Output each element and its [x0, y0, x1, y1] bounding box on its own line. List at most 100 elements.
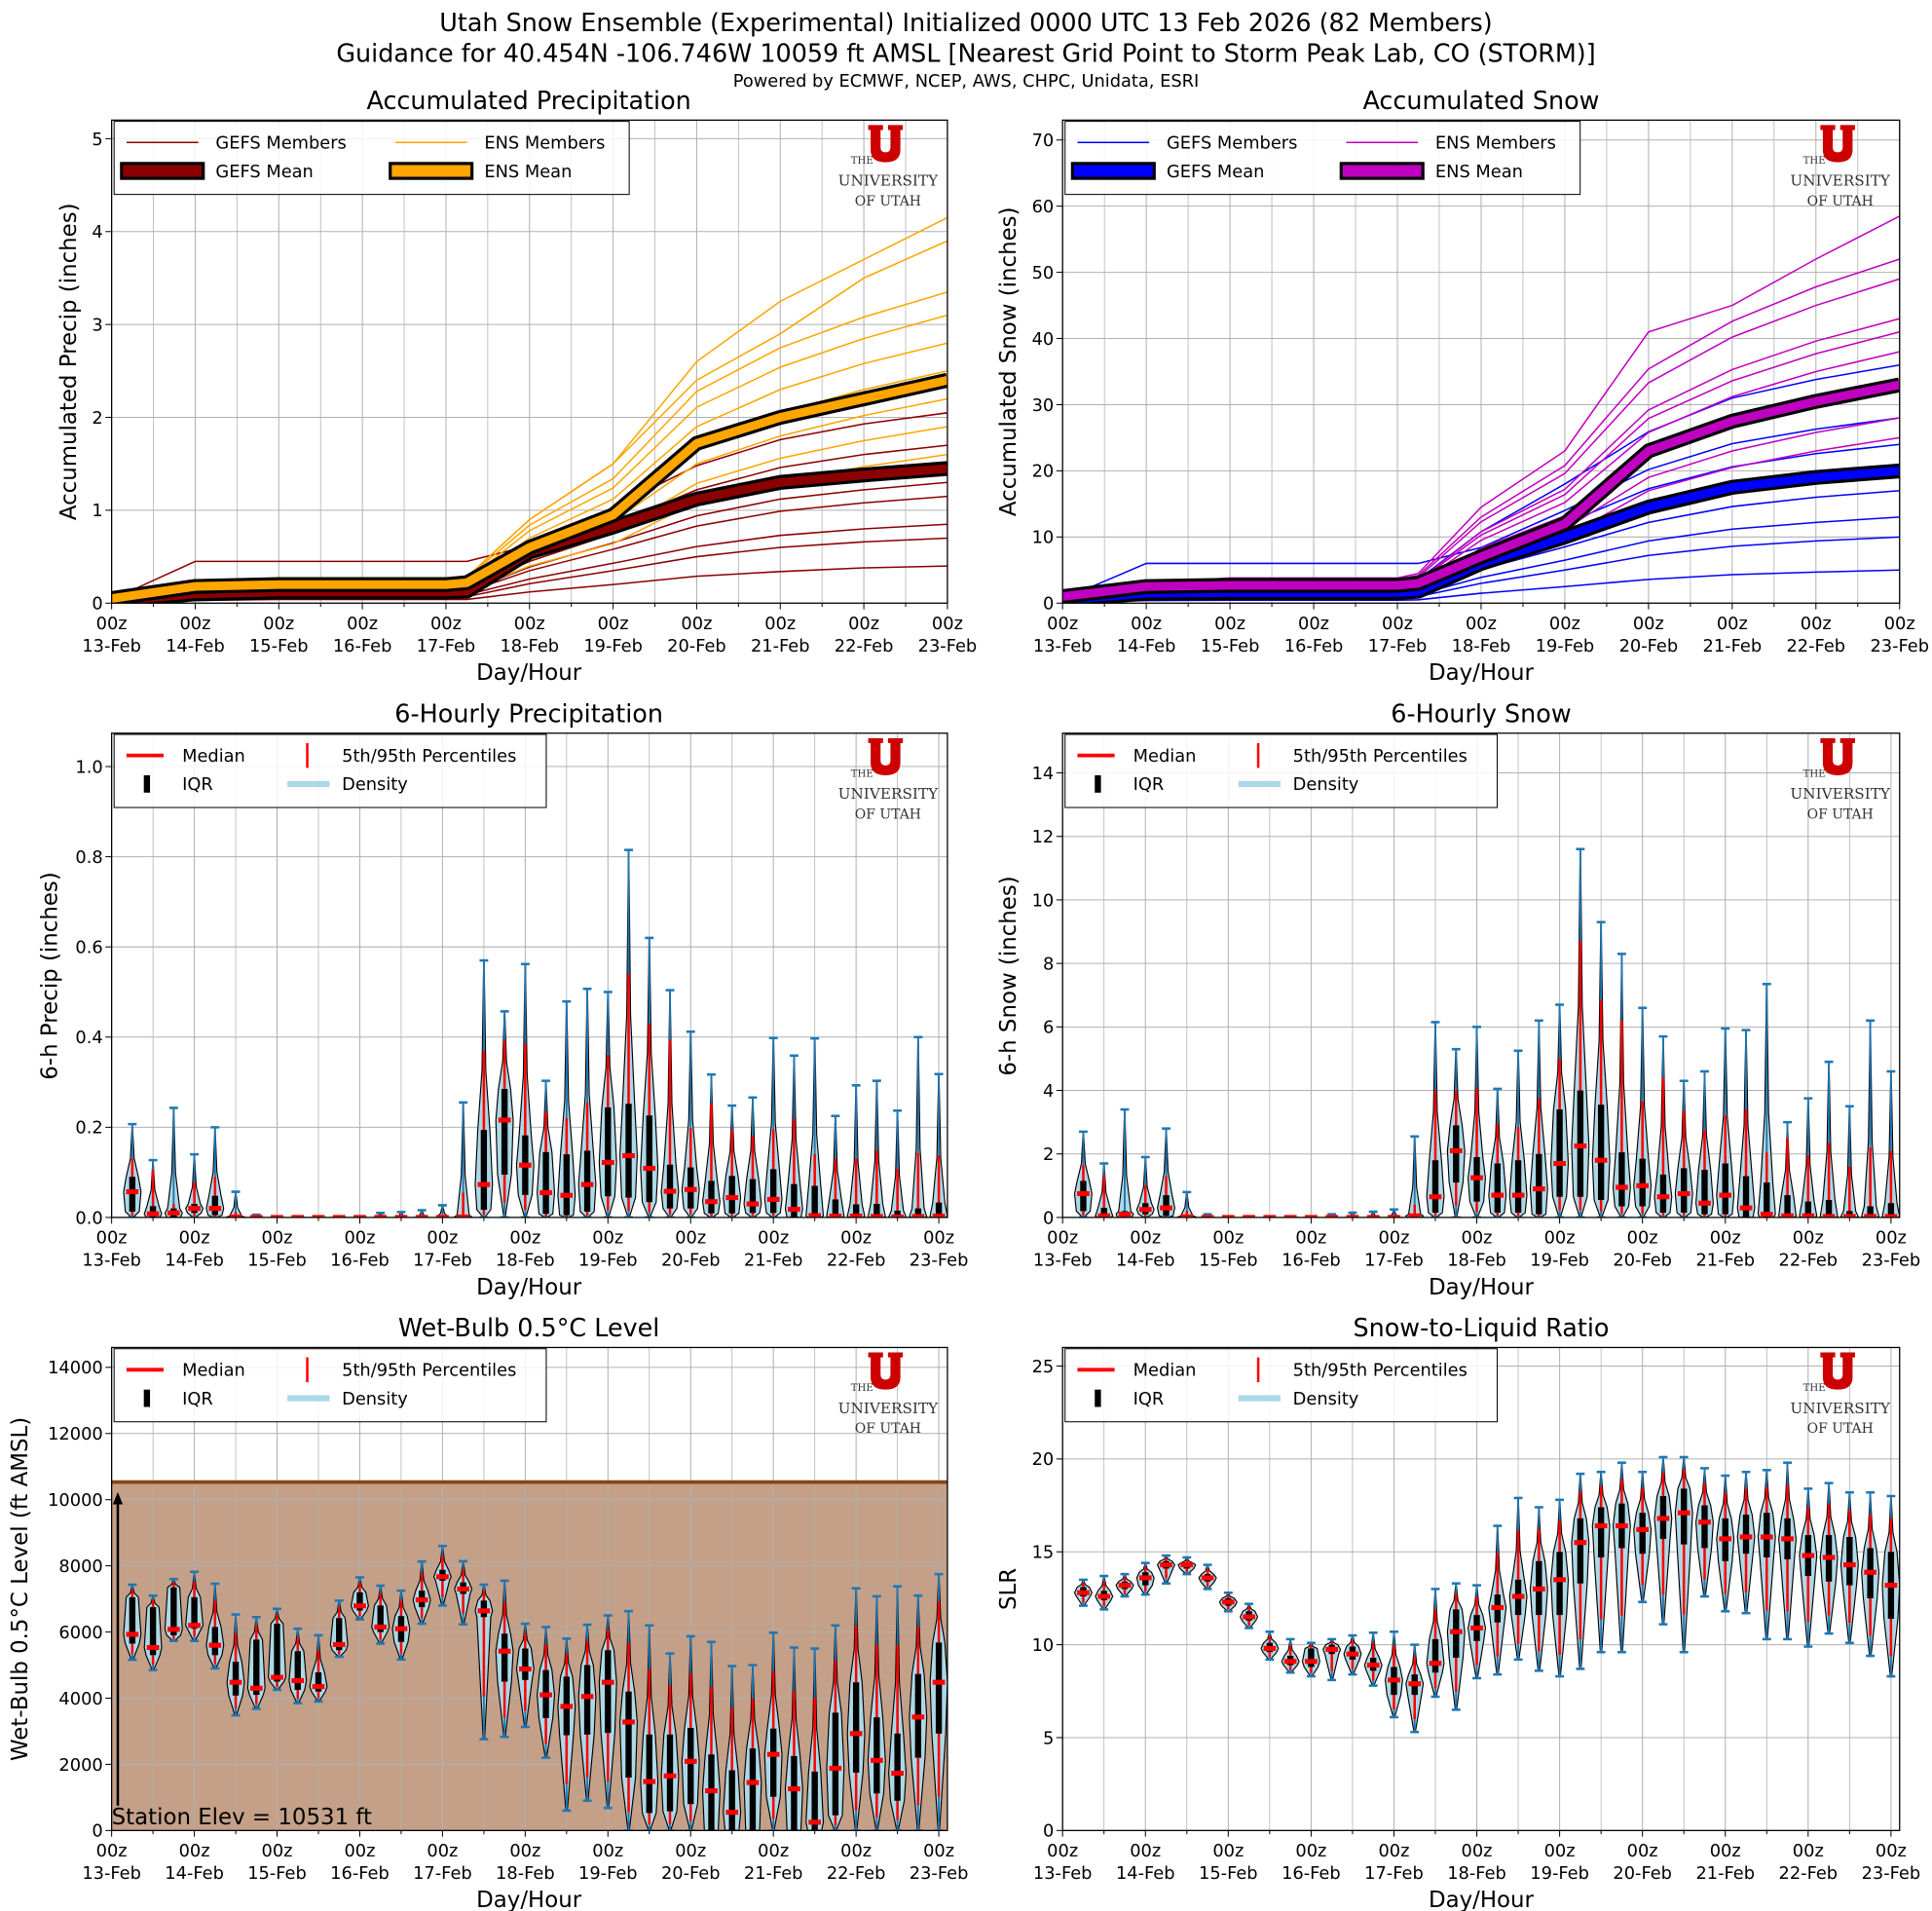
violin-iqr-bar [770, 1169, 777, 1214]
violin-median-mark [849, 1731, 863, 1737]
y-tick-label: 0.4 [75, 1028, 102, 1048]
legend-box [1064, 733, 1499, 808]
violin-median-mark [705, 1199, 718, 1205]
x-tick-label-hour: 00z [1130, 1228, 1161, 1249]
x-tick-label-hour: 00z [263, 614, 294, 634]
violin-median-mark [601, 1159, 614, 1165]
x-tick-label-hour: 00z [1378, 1228, 1409, 1249]
legend-label: GEFS Mean [1167, 162, 1264, 182]
violin-median-mark [829, 1214, 842, 1218]
x-tick-label-date: 20-Feb [667, 636, 726, 656]
x-tick-label-hour: 00z [1214, 614, 1245, 634]
panel-3: 0246810121400z13-Feb00z14-Feb00z15-Feb00… [1032, 732, 1920, 1271]
violin-median-mark [1553, 1160, 1566, 1167]
x-tick-label-date: 14-Feb [165, 1863, 224, 1884]
violin-median-mark [1594, 1523, 1608, 1529]
violin [1073, 1578, 1093, 1607]
legend-label: GEFS Members [1167, 133, 1297, 154]
violin-median-mark [249, 1215, 263, 1218]
legends: GEFS Members ENS Members GEFS Mean ENS Mean… [113, 121, 1891, 1437]
logo-text-university: UNIVERSITY [1790, 1400, 1890, 1417]
x-tick-label-date: 19-Feb [578, 1863, 638, 1884]
violin [1778, 1461, 1798, 1641]
violin-median-mark [498, 1648, 511, 1654]
violin-iqr-bar [852, 1204, 860, 1218]
x-tick-label-hour: 00z [430, 614, 462, 634]
data-layer [111, 216, 947, 604]
legend-label: Median [1133, 746, 1197, 767]
violin-median-mark [601, 1679, 614, 1685]
legend-box [1064, 1348, 1499, 1423]
y-tick-label: 60 [1032, 197, 1055, 217]
violin-iqr-bar [1887, 1203, 1895, 1218]
x-tick-label-hour: 00z [179, 614, 210, 634]
violin-iqr-bar [646, 1734, 652, 1814]
x-tick-label-hour: 00z [1876, 1228, 1907, 1249]
violin [1363, 1630, 1383, 1687]
legend-2: Median 5th/95th Percentiles IQR Density THE U… [113, 733, 939, 822]
y-axis-label-6h-snow: 6-h Snow (inches) [996, 876, 1022, 1075]
violin-median-mark [871, 1757, 883, 1763]
violin-median-mark [477, 1181, 491, 1187]
violin [1716, 1474, 1735, 1613]
x-tick-label-date: 17-Feb [413, 1251, 472, 1271]
violin-iqr-bar [791, 1755, 798, 1831]
logo-text-university: UNIVERSITY [838, 785, 939, 803]
violin-iqr-bar [1825, 1200, 1833, 1218]
violin-median-mark [539, 1189, 552, 1196]
violin [681, 1030, 700, 1218]
x-tick-label-hour: 00z [764, 614, 796, 634]
violin [909, 1593, 928, 1831]
x-tick-label-date: 22-Feb [835, 636, 894, 656]
y-axis-label-acc-snow: Accumulated Snow (inches) [996, 206, 1022, 516]
violin-median-mark [1760, 1534, 1773, 1540]
y-tick-label: 6000 [58, 1623, 102, 1643]
violin-iqr-bar [253, 1639, 260, 1696]
panel-title-slr: Snow-to-Liquid Ratio [1353, 1313, 1609, 1342]
violin-iqr-bar [1577, 1518, 1584, 1584]
violin [1405, 1643, 1425, 1734]
violin-iqr-bar [294, 1651, 301, 1690]
violin-median-mark [312, 1215, 325, 1218]
violin [143, 1158, 163, 1218]
x-tick-label-hour: 00z [681, 614, 712, 634]
violin-median-mark [1532, 1586, 1545, 1592]
x-tick-label-hour: 00z [347, 614, 378, 634]
violin-median-mark [1616, 1184, 1628, 1190]
violin [205, 1582, 225, 1670]
violin-median-mark [932, 1214, 946, 1218]
x-tick-label-hour: 00z [1212, 1228, 1244, 1249]
x-tick-label-date: 22-Feb [827, 1251, 886, 1271]
violin-median-mark [684, 1758, 697, 1764]
violin-median-mark [1118, 1583, 1132, 1589]
axes-frame [1061, 1346, 1901, 1831]
violin [557, 1637, 576, 1813]
violin-median-mark [1160, 1205, 1172, 1211]
x-tick-label-hour: 00z [1295, 1841, 1326, 1861]
violin-median-mark [126, 1189, 139, 1195]
x-tick-label-date: 14-Feb [165, 1251, 224, 1271]
violin-median-mark [394, 1626, 408, 1631]
violin [537, 1079, 556, 1218]
violin-median-mark [1201, 1575, 1214, 1581]
panel-1: 01020304050607000z13-Feb00z14-Feb00z15-F… [1032, 119, 1929, 656]
violin-iqr-bar [894, 1733, 901, 1801]
violin-median-mark [766, 1751, 780, 1757]
violin-median-mark [1429, 1194, 1442, 1200]
x-tick-label-date: 15-Feb [249, 636, 309, 656]
violin-median-mark [1221, 1599, 1235, 1605]
x-axis-label-slr: Day/Hour [1429, 1888, 1535, 1911]
x-tick-label-hour: 00z [1627, 1841, 1658, 1861]
violin-iqr-bar [583, 1150, 591, 1212]
university-of-utah-logo: THE UNIVERSITY OF UTAH [1790, 125, 1891, 209]
x-tick-label-date: 20-Feb [661, 1863, 721, 1884]
violin-median-mark [663, 1773, 677, 1779]
data-layer [1073, 1455, 1900, 1734]
violin [887, 1108, 908, 1218]
y-tick-label: 2 [1043, 1144, 1054, 1165]
figure-title-line1: Utah Snow Ensemble (Experimental) Initia… [439, 8, 1492, 37]
violin [681, 1634, 700, 1831]
x-tick-label-hour: 00z [1047, 1841, 1078, 1861]
x-tick-label-hour: 00z [1717, 614, 1748, 634]
x-tick-label-date: 14-Feb [166, 636, 225, 656]
